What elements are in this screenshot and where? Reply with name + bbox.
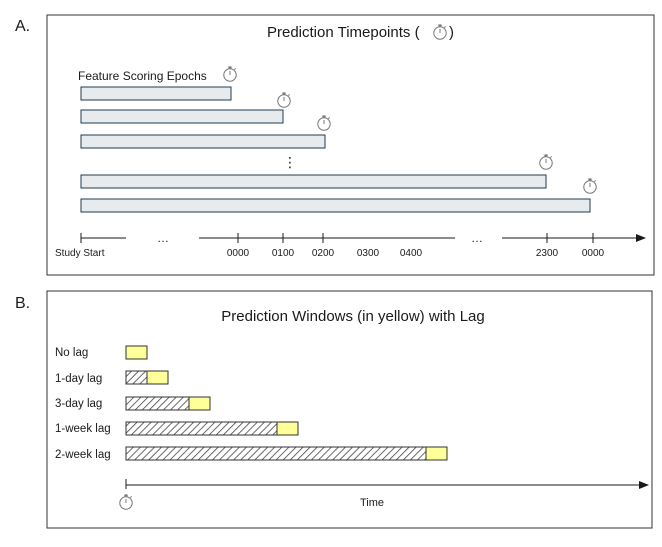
panel-a-title-close: ) <box>449 24 454 41</box>
axis-label: 2300 <box>536 248 559 259</box>
epoch-bar <box>80 198 591 213</box>
axis-label: 0000 <box>227 248 250 259</box>
axis-label: 0000 <box>582 248 605 259</box>
vertical-ellipsis: ⋮ <box>283 154 297 170</box>
row-label-2-week: 2-week lag <box>55 449 111 461</box>
timeline-axis-b <box>125 479 649 489</box>
lag-bar <box>125 370 148 385</box>
axis-label: Study Start <box>55 248 105 259</box>
epoch-bar <box>80 86 232 101</box>
lag-bar <box>125 396 190 411</box>
epoch-bar <box>80 174 547 189</box>
row-label-no-lag: No lag <box>55 347 88 359</box>
time-axis-label: Time <box>360 497 384 509</box>
prediction-window <box>188 396 211 411</box>
axis-label: 0400 <box>400 248 423 259</box>
epoch-bar <box>80 134 326 149</box>
epoch-bar <box>80 109 284 124</box>
epochs-label: Feature Scoring Epochs <box>78 69 207 83</box>
lag-bar <box>125 421 278 436</box>
axis-label: 0200 <box>312 248 335 259</box>
prediction-window <box>146 370 169 385</box>
prediction-window <box>125 345 148 360</box>
axis-label: 0100 <box>272 248 295 259</box>
row-label-3-day: 3-day lag <box>55 398 102 410</box>
panel-a-letter: A. <box>15 18 30 35</box>
timeline-axis-a <box>80 233 646 243</box>
axis-ellipsis: … <box>157 231 169 245</box>
lag-bar <box>125 446 427 461</box>
row-label-1-week: 1-week lag <box>55 423 111 435</box>
epoch-bars <box>80 86 591 213</box>
row-label-1-day: 1-day lag <box>55 373 102 385</box>
axis-label: 0300 <box>357 248 380 259</box>
panel-a-title: Prediction Timepoints ( <box>267 24 420 41</box>
prediction-window <box>425 446 448 461</box>
prediction-window <box>276 421 299 436</box>
panel-b-title: Prediction Windows (in yellow) with Lag <box>221 308 484 325</box>
panel-b-letter: B. <box>15 295 30 312</box>
axis-ellipsis: … <box>471 231 483 245</box>
